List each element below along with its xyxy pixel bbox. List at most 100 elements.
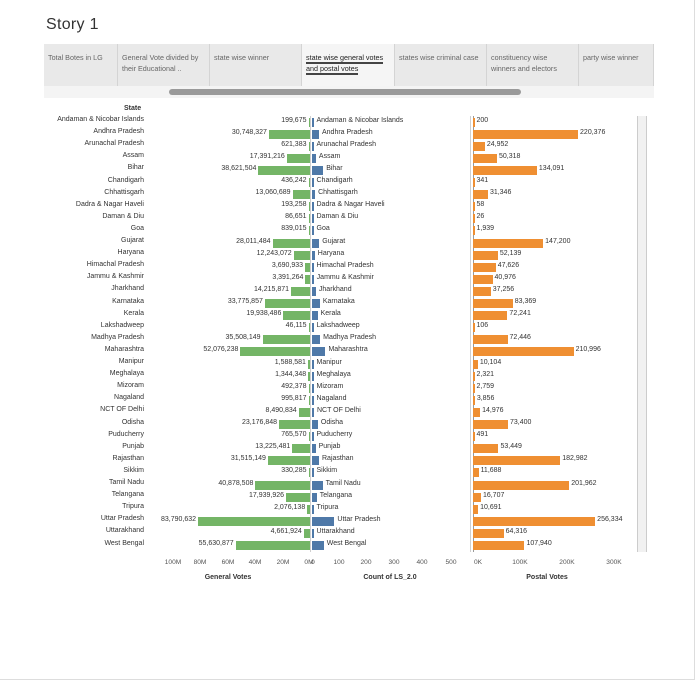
general-votes-bar[interactable] <box>267 456 310 466</box>
postal-votes-bar[interactable] <box>473 420 508 429</box>
general-votes-bar[interactable] <box>305 274 310 284</box>
count-bar[interactable] <box>312 299 320 308</box>
general-votes-bar[interactable] <box>268 129 310 139</box>
postal-votes-bar[interactable] <box>473 262 496 272</box>
postal-votes-bar[interactable] <box>473 129 579 139</box>
tab-4[interactable]: state wise general votes and postal vote… <box>302 44 395 86</box>
postal-votes-bar[interactable] <box>473 311 508 321</box>
postal-votes-bar[interactable] <box>473 178 475 187</box>
count-bar[interactable] <box>312 129 319 139</box>
count-bar[interactable] <box>312 238 320 248</box>
postal-votes-bar[interactable] <box>473 371 475 381</box>
general-votes-bar[interactable] <box>293 250 310 260</box>
count-bar[interactable] <box>312 274 314 284</box>
general-votes-bar[interactable] <box>305 262 310 272</box>
general-votes-bar[interactable] <box>308 202 310 212</box>
general-votes-bar[interactable] <box>198 516 310 526</box>
chart-vertical-scrollbar[interactable] <box>637 116 647 552</box>
postal-votes-bar[interactable] <box>473 504 479 514</box>
count-bar[interactable] <box>312 528 314 538</box>
tab-2[interactable]: General Vote divided by their Educationa… <box>118 44 210 86</box>
general-votes-bar[interactable] <box>308 214 310 224</box>
postal-votes-bar[interactable] <box>473 165 537 175</box>
postal-votes-bar[interactable] <box>473 202 475 212</box>
count-bar[interactable] <box>312 178 314 187</box>
count-bar[interactable] <box>312 347 326 357</box>
tab-3[interactable]: state wise winner <box>210 44 302 86</box>
postal-votes-bar[interactable] <box>473 407 481 417</box>
tab-scrollbar[interactable] <box>44 86 654 98</box>
postal-votes-bar[interactable] <box>473 226 475 236</box>
general-votes-bar[interactable] <box>308 323 310 333</box>
general-votes-bar[interactable] <box>308 395 310 405</box>
postal-votes-bar[interactable] <box>473 323 475 333</box>
count-bar[interactable] <box>312 492 317 502</box>
count-bar[interactable] <box>312 456 319 466</box>
postal-votes-bar[interactable] <box>473 395 475 405</box>
count-bar[interactable] <box>312 516 335 526</box>
count-bar[interactable] <box>312 202 314 212</box>
general-votes-bar[interactable] <box>308 226 310 236</box>
postal-votes-bar[interactable] <box>473 456 561 466</box>
general-votes-bar[interactable] <box>308 178 310 187</box>
tab-scroll-thumb[interactable] <box>169 89 521 95</box>
general-votes-bar[interactable] <box>303 528 310 538</box>
general-votes-bar[interactable] <box>308 117 310 127</box>
general-votes-bar[interactable] <box>308 432 310 442</box>
count-bar[interactable] <box>312 335 321 345</box>
tab-1[interactable]: Total Botes in LG <box>44 44 118 86</box>
count-bar[interactable] <box>312 541 324 550</box>
count-bar[interactable] <box>312 165 324 175</box>
postal-votes-bar[interactable] <box>473 153 497 163</box>
count-bar[interactable] <box>312 468 314 478</box>
postal-votes-bar[interactable] <box>473 468 479 478</box>
postal-votes-bar[interactable] <box>473 238 544 248</box>
general-votes-bar[interactable] <box>292 190 310 200</box>
count-bar[interactable] <box>312 420 318 429</box>
count-bar[interactable] <box>312 311 318 321</box>
count-bar[interactable] <box>312 407 314 417</box>
postal-votes-bar[interactable] <box>473 286 491 296</box>
count-bar[interactable] <box>312 444 316 454</box>
postal-votes-bar[interactable] <box>473 250 498 260</box>
count-bar[interactable] <box>312 286 316 296</box>
count-bar[interactable] <box>312 395 314 405</box>
general-votes-bar[interactable] <box>286 492 310 502</box>
count-bar[interactable] <box>312 359 314 369</box>
postal-votes-bar[interactable] <box>473 432 475 442</box>
postal-votes-bar[interactable] <box>473 335 508 345</box>
general-votes-bar[interactable] <box>264 299 310 308</box>
general-votes-bar[interactable] <box>307 359 310 369</box>
postal-votes-bar[interactable] <box>473 492 481 502</box>
general-votes-bar[interactable] <box>308 468 310 478</box>
count-bar[interactable] <box>312 504 314 514</box>
postal-votes-bar[interactable] <box>473 359 478 369</box>
count-bar[interactable] <box>312 383 314 393</box>
postal-votes-bar[interactable] <box>473 299 513 308</box>
postal-votes-bar[interactable] <box>473 541 525 550</box>
general-votes-bar[interactable] <box>262 335 310 345</box>
general-votes-bar[interactable] <box>279 420 310 429</box>
tab-5[interactable]: states wise criminal case <box>395 44 487 86</box>
count-bar[interactable] <box>312 226 314 236</box>
general-votes-bar[interactable] <box>308 383 310 393</box>
tab-7[interactable]: party wise winner <box>579 44 654 86</box>
count-bar[interactable] <box>312 141 314 151</box>
postal-votes-bar[interactable] <box>473 516 596 526</box>
postal-votes-bar[interactable] <box>473 383 475 393</box>
count-bar[interactable] <box>312 262 314 272</box>
general-votes-bar[interactable] <box>308 141 310 151</box>
general-votes-bar[interactable] <box>286 153 310 163</box>
postal-votes-bar[interactable] <box>473 347 574 357</box>
count-bar[interactable] <box>312 323 314 333</box>
count-bar[interactable] <box>312 250 315 260</box>
count-bar[interactable] <box>312 153 316 163</box>
general-votes-bar[interactable] <box>258 165 310 175</box>
postal-votes-bar[interactable] <box>473 274 493 284</box>
count-bar[interactable] <box>312 480 323 490</box>
count-bar[interactable] <box>312 371 314 381</box>
count-bar[interactable] <box>312 214 314 224</box>
count-bar[interactable] <box>312 117 314 127</box>
postal-votes-bar[interactable] <box>473 117 475 127</box>
postal-votes-bar[interactable] <box>473 190 488 200</box>
